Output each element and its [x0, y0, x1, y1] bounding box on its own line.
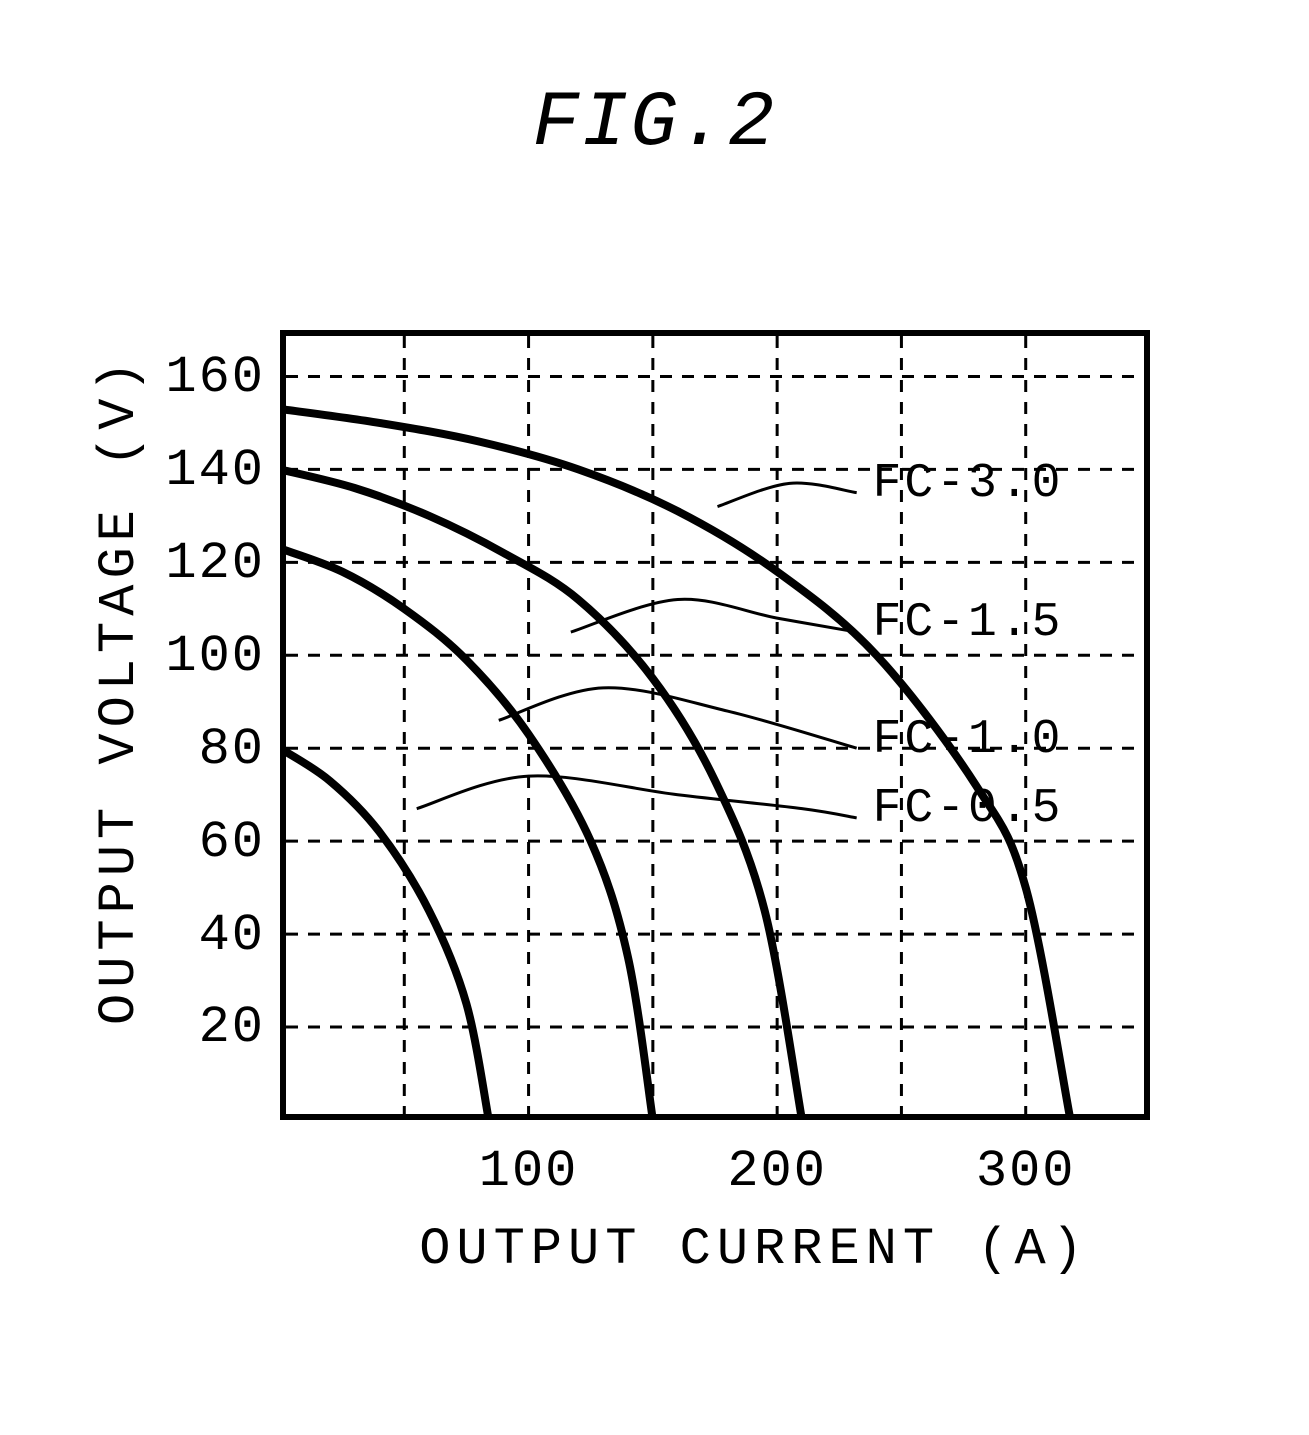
ytick-100: 100	[135, 627, 265, 686]
figure-title: FIG.2	[0, 80, 1309, 168]
xtick-200: 200	[707, 1142, 847, 1201]
curve-label-FC-1.0: FC-1.0	[873, 713, 1064, 767]
ytick-160: 160	[135, 348, 265, 407]
ytick-60: 60	[135, 813, 265, 872]
curve-FC-1.5	[280, 469, 802, 1120]
ytick-20: 20	[135, 998, 265, 1057]
x-axis-label: OUTPUT CURRENT (A)	[419, 1220, 1089, 1279]
xtick-300: 300	[956, 1142, 1096, 1201]
curve-label-FC-0.5: FC-0.5	[873, 782, 1064, 836]
xtick-100: 100	[459, 1142, 599, 1201]
curve-label-FC-1.5: FC-1.5	[873, 596, 1064, 650]
ytick-140: 140	[135, 441, 265, 500]
ytick-80: 80	[135, 720, 265, 779]
leader-FC-3.0	[717, 483, 856, 507]
curve-FC-1.0	[280, 548, 653, 1120]
ytick-120: 120	[135, 534, 265, 593]
leader-FC-0.5	[417, 776, 857, 818]
ytick-40: 40	[135, 906, 265, 965]
curve-label-FC-3.0: FC-3.0	[873, 457, 1064, 511]
